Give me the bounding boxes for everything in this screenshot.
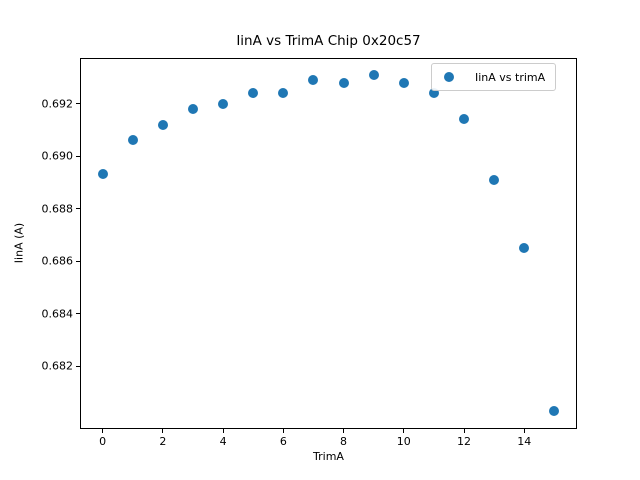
y-tick-label: 0.684	[41, 307, 74, 321]
legend-marker-icon	[444, 72, 454, 82]
x-tick-label: 4	[219, 435, 227, 448]
y-tick	[76, 155, 80, 157]
x-tick	[282, 429, 284, 433]
y-tick-label: 0.692	[41, 97, 74, 111]
data-point	[127, 135, 138, 146]
y-tick	[76, 208, 80, 210]
data-point	[398, 77, 409, 88]
data-point	[459, 114, 470, 125]
plot-area	[80, 58, 577, 429]
x-tick	[102, 429, 104, 433]
x-tick	[343, 429, 345, 433]
legend-label: IinA vs trimA	[475, 70, 546, 84]
x-tick-label: 2	[159, 435, 167, 448]
data-point	[338, 77, 349, 88]
y-tick-label: 0.688	[41, 202, 74, 216]
data-point	[97, 169, 108, 180]
x-tick	[523, 429, 525, 433]
y-tick	[76, 365, 80, 367]
x-tick	[403, 429, 405, 433]
x-axis-label: TrimA	[313, 450, 344, 463]
x-tick-label: 6	[279, 435, 287, 448]
data-point	[549, 405, 560, 416]
x-tick-label: 10	[396, 435, 411, 448]
y-tick-label: 0.690	[41, 149, 74, 163]
data-point	[308, 75, 319, 86]
data-point	[187, 103, 198, 114]
data-point	[489, 174, 500, 185]
y-tick	[76, 260, 80, 262]
data-point	[278, 88, 289, 99]
x-tick-label: 14	[517, 435, 532, 448]
x-tick-label: 8	[340, 435, 348, 448]
chart-title: IinA vs TrimA Chip 0x20c57	[236, 33, 421, 49]
x-tick-label: 0	[99, 435, 107, 448]
x-tick-label: 12	[457, 435, 472, 448]
data-point	[368, 69, 379, 80]
data-point	[218, 98, 229, 109]
y-tick-label: 0.686	[41, 254, 74, 268]
y-axis-label: IinA (A)	[12, 222, 26, 264]
data-point	[519, 242, 530, 253]
x-tick	[222, 429, 224, 433]
legend: IinA vs trimA	[431, 63, 557, 91]
y-tick	[76, 313, 80, 315]
x-tick	[162, 429, 164, 433]
data-point	[248, 88, 259, 99]
x-tick	[463, 429, 465, 433]
y-tick-label: 0.682	[41, 359, 74, 373]
data-point	[157, 119, 168, 130]
y-tick	[76, 103, 80, 105]
data-point	[428, 88, 439, 99]
